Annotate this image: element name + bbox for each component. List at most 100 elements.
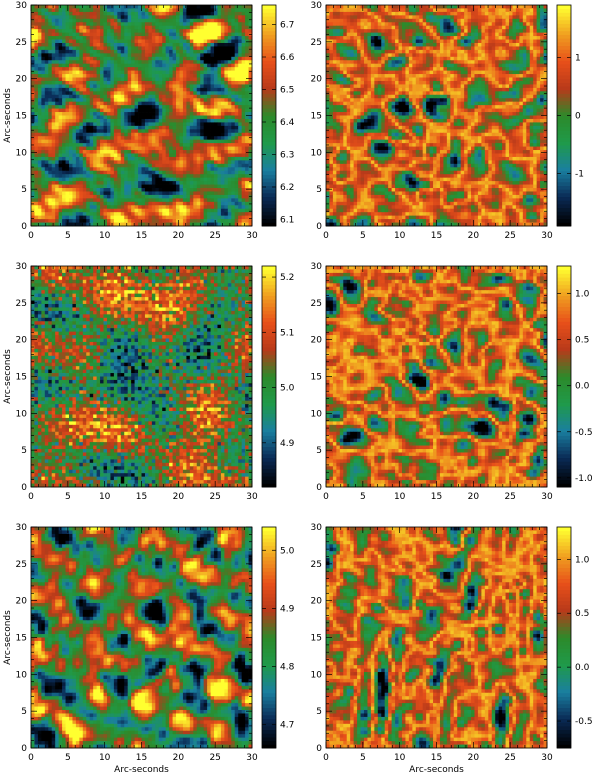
- heatmap-cell: [159, 116, 163, 120]
- heatmap-cell: [34, 171, 38, 175]
- heatmap-cell: [52, 50, 56, 54]
- heatmap-cell: [162, 64, 166, 68]
- heatmap-cell: [235, 147, 239, 151]
- heatmap-cell: [166, 133, 170, 137]
- x-tick-label: 25: [209, 231, 220, 241]
- heatmap-cell: [107, 60, 111, 64]
- heatmap-cell: [38, 26, 42, 30]
- heatmap-cell: [76, 129, 80, 133]
- heatmap-cell: [179, 112, 183, 116]
- heatmap-cell: [104, 60, 108, 64]
- heatmap-cell: [110, 191, 114, 195]
- heatmap-cell: [124, 171, 128, 175]
- heatmap-cell: [107, 50, 111, 54]
- heatmap-cell: [155, 98, 159, 102]
- heatmap-cell: [55, 5, 59, 9]
- heatmap-cell: [197, 67, 201, 71]
- heatmap-cell: [148, 188, 152, 192]
- heatmap-cell: [93, 164, 97, 168]
- heatmap-cell: [204, 153, 208, 157]
- heatmap-cell: [200, 150, 204, 154]
- heatmap-cell: [100, 122, 104, 126]
- heatmap-cell: [392, 15, 396, 19]
- heatmap-cell: [117, 50, 121, 54]
- heatmap-cell: [159, 88, 163, 92]
- heatmap-cell: [72, 19, 76, 23]
- heatmap-cell: [419, 40, 423, 44]
- heatmap-cell: [430, 26, 434, 30]
- heatmap-cell: [86, 40, 90, 44]
- heatmap-cell: [207, 109, 211, 113]
- heatmap-cell: [110, 43, 114, 47]
- heatmap-cell: [72, 143, 76, 147]
- heatmap-cell: [69, 195, 73, 199]
- heatmap-cell: [110, 112, 114, 116]
- heatmap-cell: [173, 29, 177, 33]
- colorbar-segment: [262, 174, 276, 178]
- heatmap-cell: [117, 78, 121, 82]
- heatmap-cell: [117, 22, 121, 26]
- heatmap-cell: [533, 36, 537, 40]
- heatmap-cell: [114, 133, 118, 137]
- heatmap-cell: [412, 15, 416, 19]
- heatmap-cell: [124, 143, 128, 147]
- heatmap-cell: [217, 119, 221, 123]
- heatmap-cell: [197, 71, 201, 75]
- heatmap-cell: [169, 209, 173, 213]
- heatmap-cell: [186, 116, 190, 120]
- heatmap-cell: [326, 8, 330, 12]
- heatmap-cell: [221, 67, 225, 71]
- heatmap-cell: [48, 64, 52, 68]
- heatmap-cell: [228, 164, 232, 168]
- heatmap-cell: [128, 129, 132, 133]
- heatmap-cell: [52, 181, 56, 185]
- heatmap-cell: [526, 33, 530, 37]
- heatmap-cell: [93, 109, 97, 113]
- heatmap-cell: [169, 122, 173, 126]
- heatmap-cell: [190, 102, 194, 106]
- heatmap-cell: [235, 195, 239, 199]
- heatmap-cell: [224, 160, 228, 164]
- heatmap-cell: [186, 195, 190, 199]
- heatmap-cell: [114, 181, 118, 185]
- heatmap-cell: [169, 150, 173, 154]
- heatmap-cell: [62, 64, 66, 68]
- heatmap-cell: [79, 26, 83, 30]
- heatmap-cell: [173, 98, 177, 102]
- heatmap-cell: [416, 26, 420, 30]
- heatmap-cell: [128, 150, 132, 154]
- heatmap-cell: [100, 105, 104, 109]
- heatmap-cell: [52, 191, 56, 195]
- heatmap-cell: [155, 74, 159, 78]
- heatmap-cell: [231, 157, 235, 161]
- heatmap-cell: [193, 67, 197, 71]
- heatmap-cell: [478, 15, 482, 19]
- heatmap-cell: [117, 102, 121, 106]
- heatmap-cell: [190, 71, 194, 75]
- heatmap-cell: [474, 12, 478, 16]
- heatmap-cell: [214, 109, 218, 113]
- heatmap-cell: [121, 209, 125, 213]
- heatmap-cell: [142, 15, 146, 19]
- x-tick-label: 0: [28, 231, 34, 241]
- heatmap-cell: [62, 91, 66, 95]
- heatmap-cell: [193, 12, 197, 16]
- heatmap-cell: [217, 185, 221, 189]
- heatmap-cell: [495, 12, 499, 16]
- heatmap-cell: [361, 5, 365, 9]
- heatmap-cell: [343, 40, 347, 44]
- heatmap-cell: [186, 126, 190, 130]
- colorbar-segment: [262, 149, 276, 153]
- y-tick-label: 0: [21, 222, 27, 232]
- heatmap-cell: [159, 84, 163, 88]
- heatmap-cell: [76, 78, 80, 82]
- heatmap-cell: [200, 126, 204, 130]
- heatmap-cell: [474, 8, 478, 12]
- heatmap-cell: [235, 174, 239, 178]
- heatmap-cell: [62, 46, 66, 50]
- heatmap-cell: [238, 22, 242, 26]
- heatmap-cell: [135, 178, 139, 182]
- heatmap-cell: [159, 150, 163, 154]
- heatmap-cell: [66, 43, 70, 47]
- heatmap-cell: [62, 133, 66, 137]
